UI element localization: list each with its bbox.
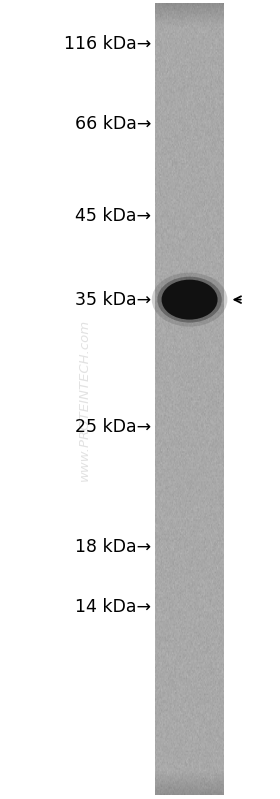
Text: 14 kDa→: 14 kDa→ <box>75 598 151 616</box>
Text: 45 kDa→: 45 kDa→ <box>75 207 151 225</box>
Text: 18 kDa→: 18 kDa→ <box>75 539 151 556</box>
Text: www.PROTEINTECH.com: www.PROTEINTECH.com <box>78 319 90 480</box>
Text: 25 kDa→: 25 kDa→ <box>75 419 151 436</box>
Ellipse shape <box>162 280 218 320</box>
Text: 66 kDa→: 66 kDa→ <box>75 115 151 133</box>
Ellipse shape <box>157 276 222 323</box>
Text: 116 kDa→: 116 kDa→ <box>64 35 151 53</box>
Ellipse shape <box>152 272 227 327</box>
Text: 35 kDa→: 35 kDa→ <box>75 291 151 308</box>
